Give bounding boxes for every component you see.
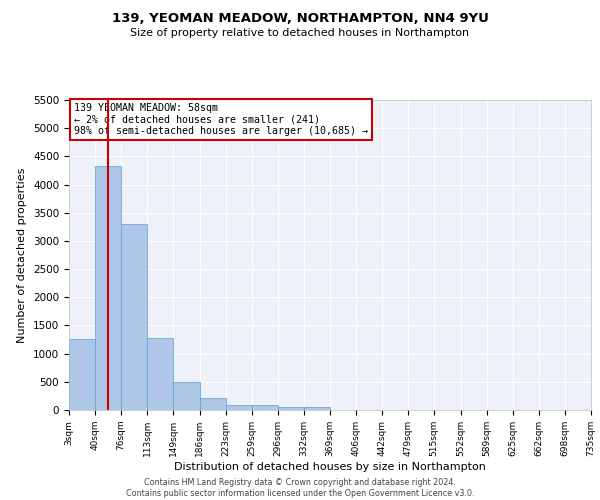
Y-axis label: Number of detached properties: Number of detached properties — [17, 168, 28, 342]
Text: 139 YEOMAN MEADOW: 58sqm
← 2% of detached houses are smaller (241)
98% of semi-d: 139 YEOMAN MEADOW: 58sqm ← 2% of detache… — [74, 103, 368, 136]
Bar — [95, 166, 121, 410]
Bar — [251, 406, 278, 410]
Bar — [304, 407, 330, 410]
Bar — [199, 398, 226, 410]
Text: Size of property relative to detached houses in Northampton: Size of property relative to detached ho… — [130, 28, 470, 38]
Bar — [121, 224, 148, 410]
Bar — [278, 407, 304, 410]
Bar — [148, 338, 173, 410]
Bar — [173, 382, 199, 410]
X-axis label: Distribution of detached houses by size in Northampton: Distribution of detached houses by size … — [174, 462, 486, 471]
Text: 139, YEOMAN MEADOW, NORTHAMPTON, NN4 9YU: 139, YEOMAN MEADOW, NORTHAMPTON, NN4 9YU — [112, 12, 488, 26]
Text: Contains HM Land Registry data © Crown copyright and database right 2024.
Contai: Contains HM Land Registry data © Crown c… — [126, 478, 474, 498]
Bar — [69, 339, 95, 410]
Bar — [226, 404, 251, 410]
